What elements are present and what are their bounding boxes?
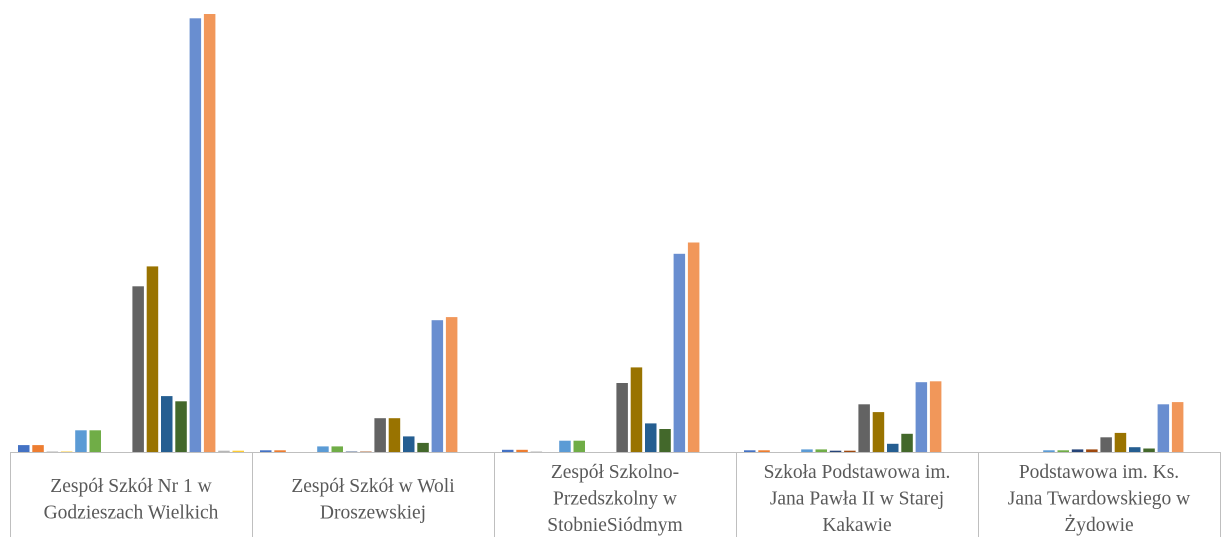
bar-s13-c5 [1157, 404, 1170, 452]
bar-s1-c2 [260, 450, 272, 452]
bar-s14-c4 [929, 381, 942, 452]
bar-s11-c1 [161, 396, 173, 452]
bar-s10-c5 [1114, 432, 1127, 452]
bar-s12-c4 [901, 433, 913, 452]
bar-s11-c2 [403, 436, 415, 452]
bar-s16-c1 [232, 450, 244, 452]
category-label-5: Podstawowa im. Ks. Jana Twardowskiego w Ży… [1008, 462, 1190, 536]
bar-s12-c1 [175, 401, 187, 452]
category-label-4-line-1: Szkoła Podstawowa im. [764, 462, 951, 483]
bar-s9-c3 [616, 383, 628, 452]
category-labels: Zespół Szkół Nr 1 w Godzieszach WielkichZ… [44, 462, 1191, 536]
bar-s10-c3 [630, 367, 643, 452]
bar-s10-c2 [388, 418, 401, 452]
category-label-2-line-1: Zespół Szkół w Woli [291, 476, 455, 497]
category-label-2: Zespół Szkół w Woli Droszewskiej [291, 476, 455, 524]
category-label-3-line-2: Przedszkolny w [553, 489, 677, 510]
bar-s9-c5 [1100, 437, 1112, 452]
bar-s11-c5 [1129, 447, 1141, 452]
bar-s7-c5 [1071, 449, 1084, 452]
category-label-5-line-3: Żydowie [1064, 515, 1133, 536]
bar-s6-c5 [1057, 450, 1069, 452]
category-label-1: Zespół Szkół Nr 1 w Godzieszach Wielkich [44, 476, 219, 524]
category-label-4: Szkoła Podstawowa im. Jana Pawła II w Sta… [764, 462, 951, 536]
category-label-2-line-2: Droszewskiej [320, 503, 426, 524]
bar-s13-c4 [915, 382, 928, 452]
category-label-4-line-3: Kakawie [822, 515, 891, 536]
bar-s13-c3 [673, 253, 686, 452]
bar-s6-c2 [331, 446, 343, 452]
bar-s5-c5 [1043, 450, 1055, 452]
bar-s2-c2 [274, 450, 286, 452]
bar-s2-c1 [32, 445, 44, 452]
bar-s14-c1 [203, 14, 216, 452]
bar-s7-c4 [829, 450, 842, 452]
category-axis [10, 452, 1221, 537]
category-label-1-line-1: Zespół Szkół Nr 1 w [50, 476, 211, 497]
bar-s12-c2 [417, 442, 429, 452]
bar-s6-c3 [573, 440, 585, 452]
bar-s9-c4 [858, 404, 870, 452]
bar-s5-c4 [801, 449, 813, 452]
bar-s10-c1 [146, 266, 159, 452]
bar-s9-c1 [132, 286, 144, 452]
bar-s14-c5 [1171, 402, 1184, 452]
bar-s13-c2 [431, 320, 444, 452]
bar-s8-c4 [844, 450, 856, 452]
bar-s6-c1 [89, 430, 101, 452]
bar-s11-c4 [887, 443, 899, 452]
bar-s15-c1 [218, 450, 230, 452]
bar-s11-c3 [645, 423, 657, 452]
category-label-3: Zespół Szkolno- Przedszkolny w StobnieSiód… [547, 462, 682, 536]
bar-s13-c1 [189, 18, 202, 453]
category-label-1-line-2: Godzieszach Wielkich [44, 503, 219, 524]
category-label-4-line-2: Jana Pawła II w Starej [770, 489, 944, 510]
category-label-3-line-1: Zespół Szkolno- [551, 462, 679, 483]
bar-s8-c5 [1086, 449, 1098, 452]
bars-group [18, 14, 1184, 453]
category-label-3-line-3: StobnieSiódmym [547, 515, 682, 536]
bar-s12-c3 [659, 429, 671, 452]
bar-s5-c2 [317, 446, 329, 452]
bar-s10-c4 [872, 412, 885, 452]
bar-s6-c4 [815, 449, 827, 452]
bar-s14-c2 [445, 317, 458, 452]
bar-s12-c5 [1143, 448, 1155, 452]
bar-s1-c1 [18, 445, 30, 452]
bar-s5-c3 [559, 440, 571, 452]
bar-s5-c1 [75, 430, 87, 452]
bar-s1-c4 [744, 450, 756, 452]
category-label-5-line-2: Jana Twardowskiego w [1008, 489, 1190, 510]
bar-s14-c3 [687, 242, 700, 452]
bar-s2-c4 [758, 450, 770, 452]
bar-s2-c3 [516, 449, 528, 452]
category-label-5-line-1: Podstawowa im. Ks. [1019, 462, 1179, 483]
bar-s1-c3 [502, 449, 514, 452]
bar-s9-c2 [374, 418, 386, 452]
